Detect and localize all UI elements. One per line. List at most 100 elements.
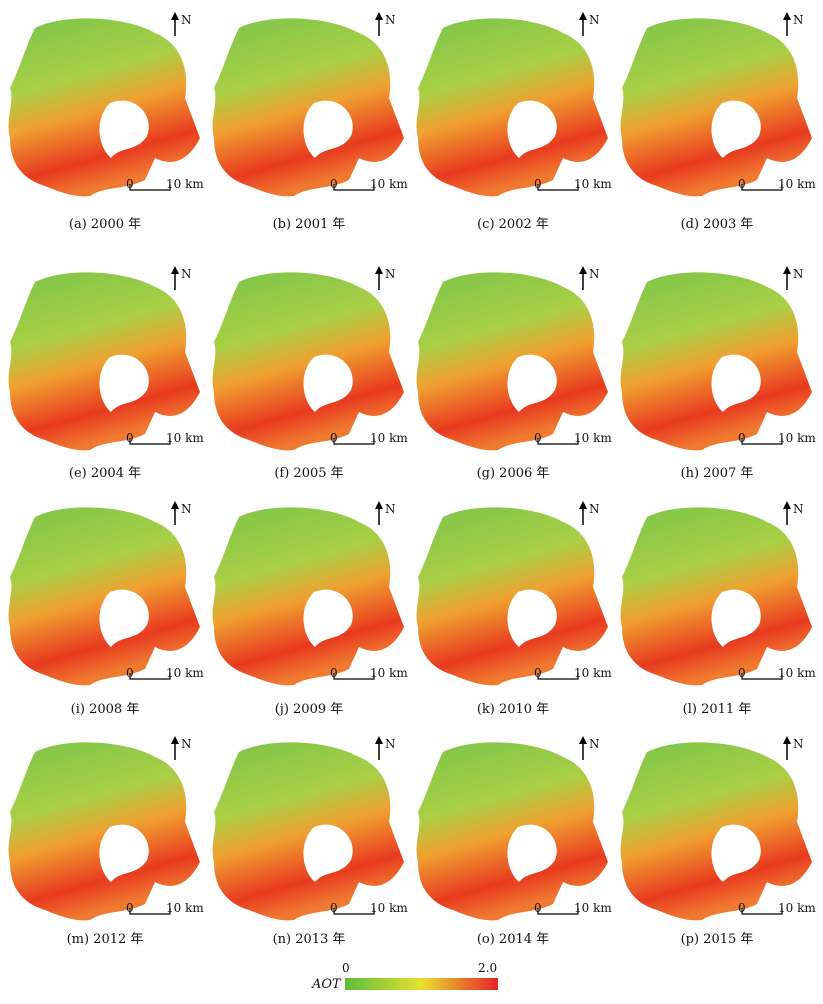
scale-bar	[333, 673, 375, 680]
scale-end: 10 km	[574, 666, 612, 680]
north-arrow-head	[579, 736, 587, 744]
scale-end: 10 km	[778, 177, 816, 191]
scale-bar	[129, 438, 171, 445]
panel-caption: (f) 2005 年	[274, 466, 343, 481]
north-arrow-head	[783, 501, 791, 509]
scale-end: 10 km	[166, 431, 204, 445]
scale-end: 10 km	[778, 901, 816, 915]
map-area	[8, 18, 200, 197]
north-label: N	[589, 13, 600, 27]
north-arrow-head	[375, 501, 383, 509]
north-label: N	[181, 267, 192, 281]
map-area	[416, 742, 608, 921]
scale-start: 0	[534, 666, 542, 680]
panel-caption: (i) 2008 年	[71, 702, 140, 717]
scale-end: 10 km	[574, 901, 612, 915]
map-area	[8, 742, 200, 921]
scale-bar	[741, 908, 783, 915]
north-arrow-head	[579, 266, 587, 274]
scale-bar	[129, 184, 171, 191]
north-label: N	[385, 502, 396, 516]
north-arrow-head	[375, 266, 383, 274]
map-hole	[303, 824, 353, 882]
north-label: N	[793, 13, 804, 27]
map-panel: N 0 10 km	[620, 12, 816, 197]
map-hole	[99, 589, 149, 647]
north-label: N	[793, 502, 804, 516]
north-arrow-head	[783, 736, 791, 744]
panel-caption: (a) 2000 年	[69, 217, 141, 232]
map-panel: N 0 10 km	[8, 501, 204, 686]
panel-caption: (e) 2004 年	[69, 466, 141, 481]
panel-caption: (n) 2013 年	[273, 932, 346, 947]
north-label: N	[589, 737, 600, 751]
north-arrow-head	[579, 12, 587, 20]
scale-bar	[333, 184, 375, 191]
scale-end: 10 km	[370, 901, 408, 915]
scale-bar	[129, 908, 171, 915]
scale-start: 0	[738, 177, 746, 191]
map-panel: N 0 10 km	[416, 501, 612, 686]
panel-caption: (d) 2003 年	[681, 217, 754, 232]
map-panel: N 0 10 km	[212, 501, 408, 686]
scale-end: 10 km	[574, 177, 612, 191]
scale-bar	[333, 438, 375, 445]
scale-bar	[741, 673, 783, 680]
map-area	[620, 18, 812, 197]
scale-start: 0	[330, 666, 338, 680]
map-area	[620, 507, 812, 686]
map-hole	[507, 589, 557, 647]
scale-start: 0	[126, 431, 134, 445]
map-area	[212, 742, 404, 921]
legend: AOT 0 2.0	[311, 961, 498, 992]
map-hole	[303, 354, 353, 412]
north-label: N	[181, 13, 192, 27]
panel-caption: (g) 2006 年	[477, 466, 550, 481]
map-area	[8, 507, 200, 686]
scale-start: 0	[534, 177, 542, 191]
map-area	[416, 18, 608, 197]
map-area	[416, 272, 608, 451]
scale-start: 0	[738, 431, 746, 445]
north-arrow-head	[171, 12, 179, 20]
map-hole	[303, 589, 353, 647]
map-hole	[711, 589, 761, 647]
scale-start: 0	[534, 431, 542, 445]
scale-bar	[537, 908, 579, 915]
north-label: N	[181, 737, 192, 751]
panel-caption: (p) 2015 年	[681, 932, 754, 947]
scale-end: 10 km	[370, 431, 408, 445]
map-area	[212, 18, 404, 197]
map-panel: N 0 10 km	[416, 736, 612, 921]
north-arrow-head	[171, 501, 179, 509]
scale-bar	[129, 673, 171, 680]
scale-bar	[537, 673, 579, 680]
scale-end: 10 km	[778, 431, 816, 445]
north-label: N	[385, 13, 396, 27]
panel-caption: (c) 2002 年	[477, 217, 549, 232]
map-panel: N 0 10 km	[8, 12, 204, 197]
north-label: N	[589, 267, 600, 281]
map-hole	[507, 824, 557, 882]
map-hole	[507, 354, 557, 412]
scale-start: 0	[126, 901, 134, 915]
map-panel: N 0 10 km	[212, 12, 408, 197]
scale-end: 10 km	[574, 431, 612, 445]
map-area	[212, 507, 404, 686]
map-area	[212, 272, 404, 451]
map-panel: N 0 10 km	[620, 501, 816, 686]
scale-start: 0	[330, 431, 338, 445]
north-label: N	[793, 267, 804, 281]
panel-caption: (h) 2007 年	[681, 466, 754, 481]
panel-caption: (o) 2014 年	[477, 932, 549, 947]
map-area	[416, 507, 608, 686]
panel-caption: (j) 2009 年	[275, 702, 344, 717]
map-hole	[507, 100, 557, 158]
north-arrow-head	[783, 266, 791, 274]
map-hole	[99, 354, 149, 412]
north-label: N	[385, 267, 396, 281]
map-panel: N 0 10 km	[212, 266, 408, 451]
map-panel: N 0 10 km	[8, 266, 204, 451]
scale-bar	[741, 184, 783, 191]
north-arrow-head	[579, 501, 587, 509]
